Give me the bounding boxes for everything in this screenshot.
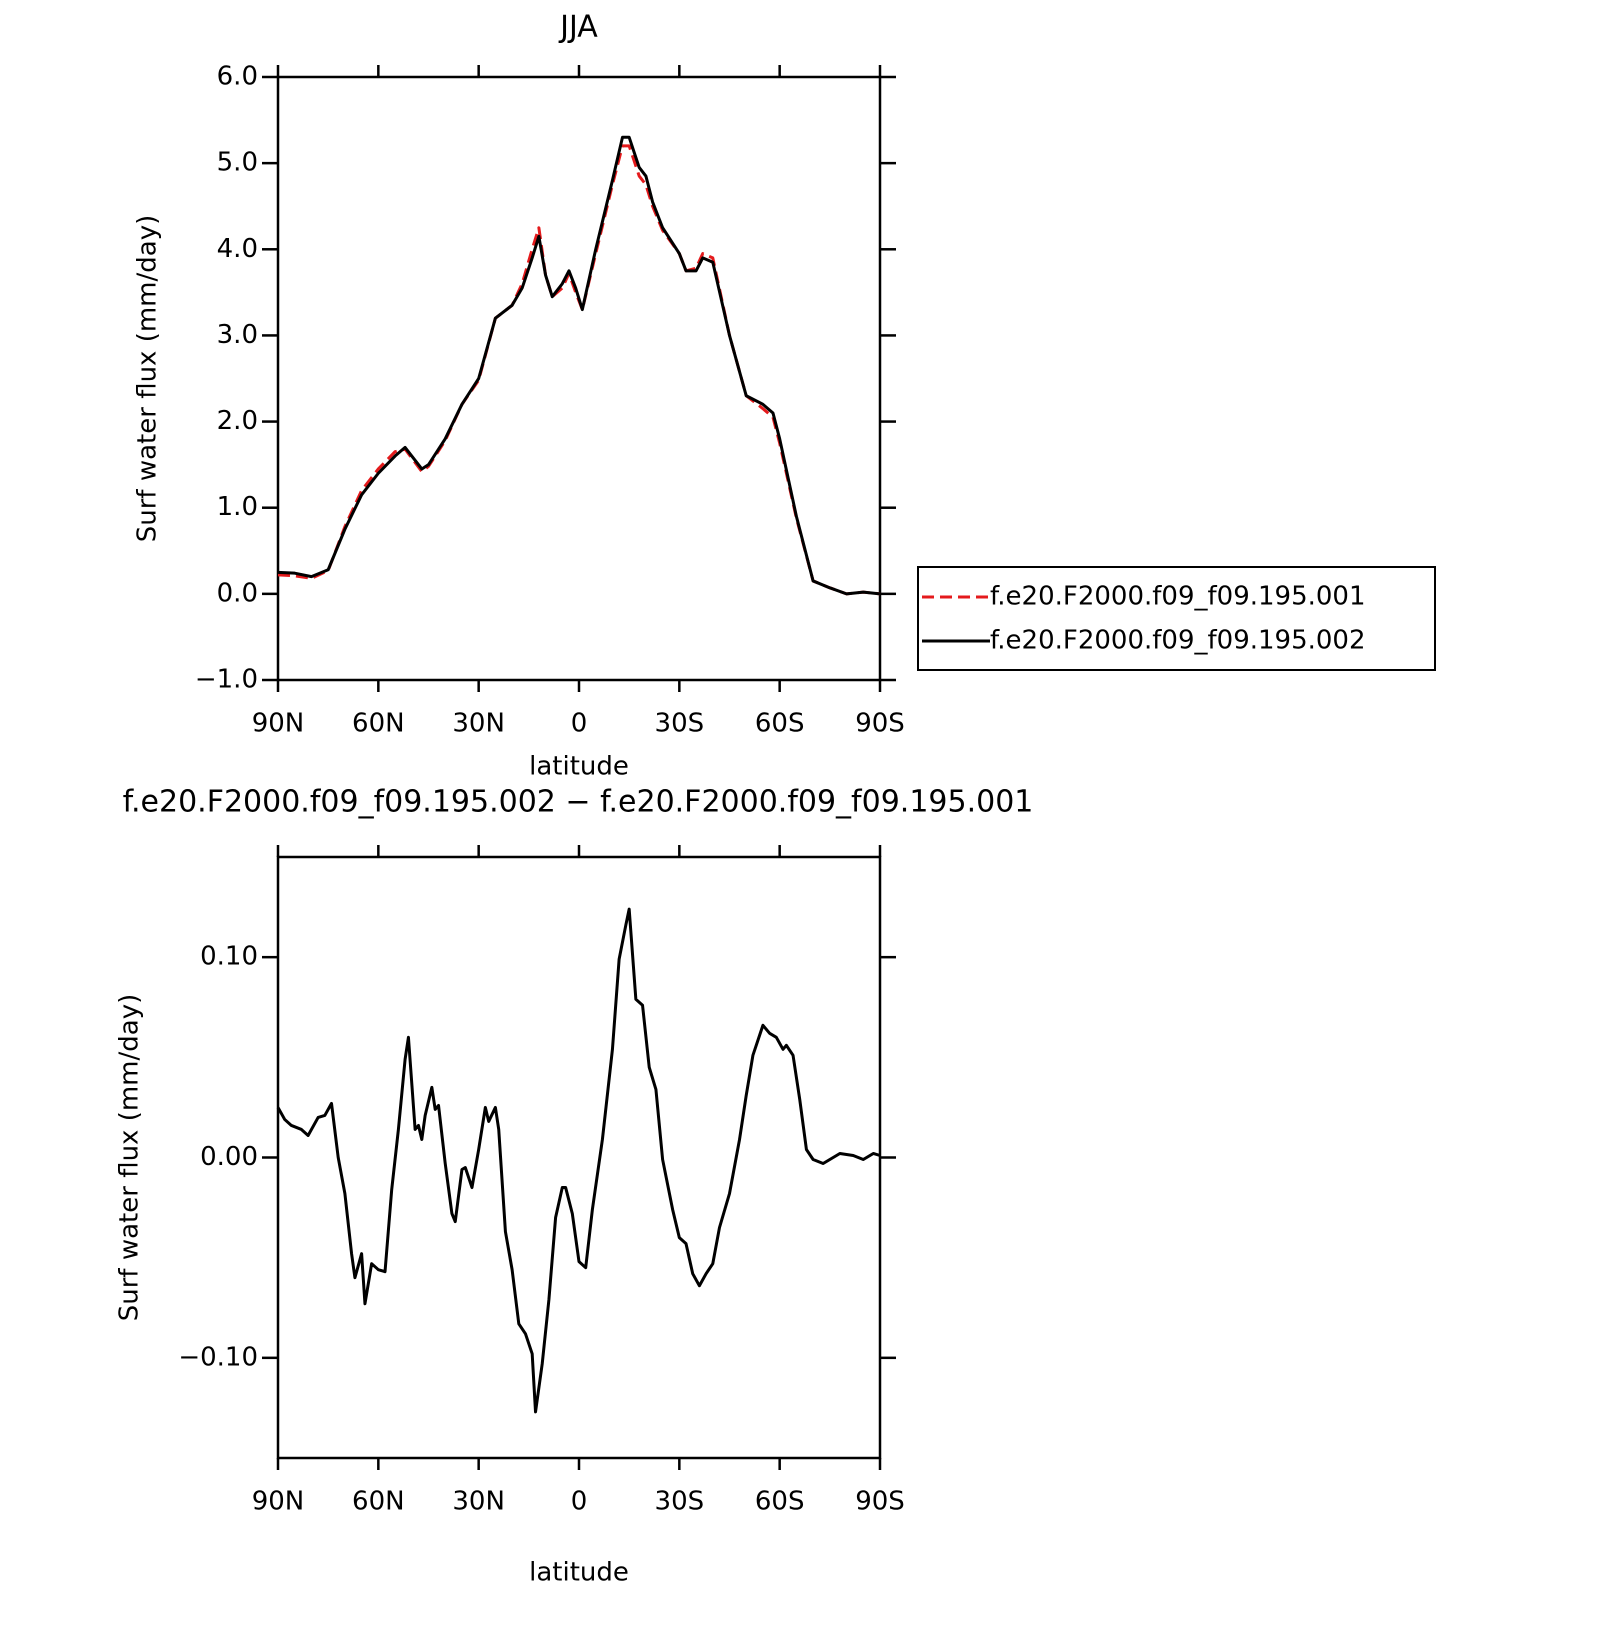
legend-label: f.e20.F2000.f09_f09.195.002	[990, 626, 1366, 656]
chart-title: f.e20.F2000.f09_f09.195.002 − f.e20.F200…	[123, 785, 1034, 820]
x-tick-label: 90S	[855, 1487, 905, 1517]
x-tick-label: 30N	[452, 709, 505, 739]
y-tick-label: 0.10	[200, 942, 258, 972]
y-tick-label: 4.0	[217, 234, 258, 264]
x-tick-label: 90N	[252, 709, 305, 739]
chart-title: JJA	[558, 10, 598, 45]
y-tick-label: 3.0	[217, 320, 258, 350]
legend-box	[917, 566, 1436, 671]
y-tick-label: −1.0	[195, 665, 258, 695]
x-tick-label: 60S	[755, 709, 805, 739]
y-tick-label: 6.0	[217, 62, 258, 92]
series-line	[276, 907, 881, 1414]
y-tick-label: −0.10	[178, 1342, 258, 1372]
x-tick-label: 60S	[755, 1487, 805, 1517]
y-tick-label: 0.0	[217, 578, 258, 608]
y-axis-label: Surf water flux (mm/day)	[133, 215, 163, 542]
plot-frame	[276, 855, 882, 1460]
plot-frame	[276, 75, 882, 682]
y-axis-label: Surf water flux (mm/day)	[115, 994, 145, 1321]
x-tick-label: 30S	[655, 1487, 705, 1517]
x-axis-label: latitude	[529, 1558, 629, 1588]
series-line	[277, 135, 881, 596]
x-tick-label: 90S	[855, 709, 905, 739]
x-tick-label: 60N	[352, 709, 405, 739]
x-tick-label: 60N	[352, 1487, 405, 1517]
y-tick-label: 5.0	[217, 148, 258, 178]
x-tick-label: 0	[571, 709, 588, 739]
x-tick-label: 90N	[252, 1487, 305, 1517]
x-tick-label: 30S	[655, 709, 705, 739]
x-tick-label: 30N	[452, 1487, 505, 1517]
series-line	[277, 144, 881, 596]
y-tick-label: 0.00	[200, 1142, 258, 1172]
legend-label: f.e20.F2000.f09_f09.195.001	[990, 582, 1366, 612]
y-tick-label: 1.0	[217, 492, 258, 522]
y-tick-label: 2.0	[217, 406, 258, 436]
x-axis-label: latitude	[529, 752, 629, 782]
x-tick-label: 0	[571, 1487, 588, 1517]
